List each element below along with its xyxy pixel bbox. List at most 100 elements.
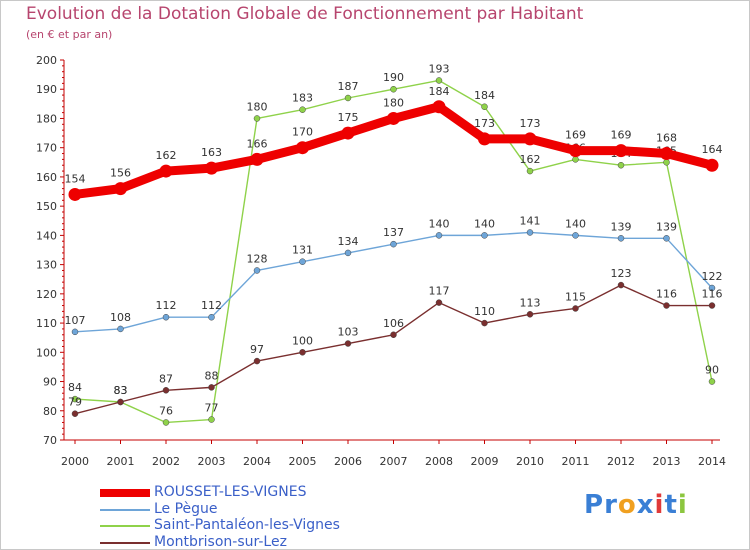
data-point-rousset-les-vignes: [478, 132, 491, 146]
x-tick-label: 2010: [516, 455, 544, 468]
x-tick-label: 2009: [471, 455, 499, 468]
data-label-montbrison-sur-lez: 103: [338, 326, 359, 339]
x-tick-label: 2008: [425, 455, 453, 468]
data-label-rousset-les-vignes: 169: [565, 129, 586, 142]
logo-letter: t: [664, 490, 678, 520]
data-label-rousset-les-vignes: 163: [201, 146, 222, 159]
data-point-saint-pantal-on-les-vignes: [526, 167, 534, 175]
logo-letter: x: [636, 490, 655, 520]
data-label-saint-pantal-on-les-vignes: 90: [705, 364, 719, 377]
data-label-montbrison-sur-lez: 79: [68, 396, 82, 409]
data-label-montbrison-sur-lez: 123: [611, 267, 632, 280]
data-label-le-p-gue: 122: [702, 270, 723, 283]
data-point-montbrison-sur-lez: [344, 340, 352, 347]
legend-swatch: [100, 508, 150, 511]
y-tick-label: 90: [43, 376, 57, 389]
data-label-montbrison-sur-lez: 117: [429, 285, 450, 298]
data-label-montbrison-sur-lez: 87: [159, 372, 173, 385]
data-label-le-p-gue: 139: [611, 220, 632, 233]
data-point-montbrison-sur-lez: [162, 387, 170, 394]
data-label-saint-pantal-on-les-vignes: 83: [114, 384, 128, 397]
data-point-montbrison-sur-lez: [71, 410, 79, 417]
data-point-montbrison-sur-lez: [572, 305, 579, 312]
legend-swatch: [100, 525, 150, 527]
data-label-saint-pantal-on-les-vignes: 193: [429, 62, 450, 75]
chart-title: Evolution de la Dotation Globale de Fonc…: [26, 4, 584, 24]
data-label-le-p-gue: 107: [65, 314, 86, 327]
data-point-le-p-gue: [481, 232, 488, 239]
data-point-le-p-gue: [390, 240, 397, 248]
data-label-le-p-gue: 112: [201, 299, 222, 312]
data-point-saint-pantal-on-les-vignes: [344, 94, 352, 102]
data-point-montbrison-sur-lez: [526, 311, 534, 318]
data-point-saint-pantal-on-les-vignes: [435, 77, 443, 84]
data-point-rousset-les-vignes: [341, 126, 355, 140]
data-label-montbrison-sur-lez: 113: [520, 296, 541, 309]
y-tick-label: 150: [36, 200, 57, 213]
data-label-saint-pantal-on-les-vignes: 190: [383, 71, 404, 84]
x-tick-label: 2011: [562, 455, 590, 468]
data-point-montbrison-sur-lez: [663, 302, 670, 309]
data-label-le-p-gue: 108: [110, 311, 131, 324]
data-label-rousset-les-vignes: 175: [338, 111, 359, 124]
data-label-le-p-gue: 134: [338, 235, 359, 248]
x-tick-label: 2000: [61, 455, 89, 468]
data-label-rousset-les-vignes: 184: [429, 85, 450, 98]
data-point-rousset-les-vignes: [523, 132, 537, 146]
data-point-montbrison-sur-lez: [435, 299, 443, 306]
data-label-montbrison-sur-lez: 106: [383, 317, 404, 330]
y-tick-label: 130: [36, 259, 57, 272]
data-label-saint-pantal-on-les-vignes: 184: [474, 89, 495, 102]
data-point-rousset-les-vignes: [614, 144, 628, 158]
legend-label: Montbrison-sur-Lez: [154, 533, 287, 550]
y-tick-label: 140: [36, 229, 57, 242]
data-point-le-p-gue: [663, 235, 670, 242]
data-label-le-p-gue: 112: [156, 299, 177, 312]
data-point-saint-pantal-on-les-vignes: [481, 103, 488, 111]
data-label-montbrison-sur-lez: 83: [114, 384, 128, 397]
data-label-rousset-les-vignes: 170: [292, 126, 313, 139]
legend-label: Le Pègue: [154, 500, 218, 517]
y-tick-label: 180: [36, 112, 57, 125]
data-point-rousset-les-vignes: [159, 164, 173, 178]
data-label-rousset-les-vignes: 169: [611, 129, 632, 142]
data-point-rousset-les-vignes: [250, 152, 264, 166]
data-point-saint-pantal-on-les-vignes: [617, 161, 625, 169]
y-tick-label: 170: [36, 142, 57, 155]
data-label-montbrison-sur-lez: 115: [565, 290, 586, 303]
data-point-le-p-gue: [299, 258, 306, 265]
logo-letter: o: [617, 490, 637, 520]
data-point-rousset-les-vignes: [387, 111, 400, 125]
legend-label: Saint-Pantaléon-les-Vignes: [154, 517, 340, 533]
proxiti-logo: Proxiti: [584, 490, 688, 520]
x-tick-label: 2006: [334, 455, 362, 468]
data-point-le-p-gue: [708, 284, 716, 292]
data-label-saint-pantal-on-les-vignes: 183: [292, 92, 313, 105]
data-point-montbrison-sur-lez: [481, 319, 488, 327]
data-point-montbrison-sur-lez: [208, 384, 215, 391]
data-point-saint-pantal-on-les-vignes: [572, 156, 579, 163]
data-label-saint-pantal-on-les-vignes: 187: [338, 80, 359, 93]
data-label-rousset-les-vignes: 168: [656, 132, 677, 145]
data-label-montbrison-sur-lez: 116: [656, 288, 677, 301]
data-label-rousset-les-vignes: 164: [702, 143, 723, 156]
x-tick-label: 2014: [698, 455, 726, 468]
data-label-saint-pantal-on-les-vignes: 76: [159, 404, 173, 417]
y-tick-label: 190: [36, 83, 57, 96]
data-label-saint-pantal-on-les-vignes: 162: [520, 153, 541, 166]
x-tick-label: 2002: [152, 455, 180, 468]
data-point-le-p-gue: [526, 229, 534, 236]
data-point-montbrison-sur-lez: [617, 281, 625, 289]
data-label-saint-pantal-on-les-vignes: 77: [205, 402, 219, 415]
data-label-montbrison-sur-lez: 110: [474, 305, 495, 318]
data-label-rousset-les-vignes: 156: [110, 167, 131, 180]
data-label-rousset-les-vignes: 180: [383, 96, 404, 109]
data-label-le-p-gue: 139: [656, 220, 677, 233]
data-point-rousset-les-vignes: [68, 187, 82, 201]
logo-letter: P: [584, 490, 605, 520]
y-tick-label: 100: [36, 346, 57, 359]
data-point-rousset-les-vignes: [705, 158, 719, 172]
data-point-montbrison-sur-lez: [117, 398, 124, 406]
